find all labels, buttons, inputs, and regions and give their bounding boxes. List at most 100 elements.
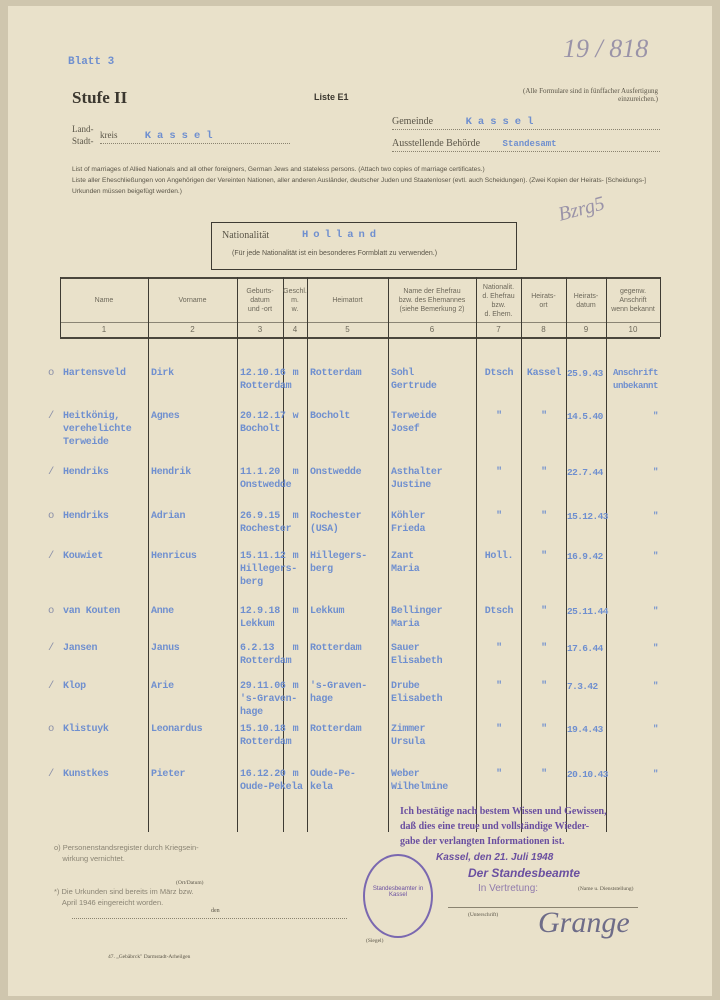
column-divider — [476, 277, 477, 832]
table-cell: Kassel — [526, 368, 562, 379]
row-mark: o — [48, 367, 55, 379]
table-cell: Bellinger Maria — [391, 606, 443, 630]
description: List of marriages of Allied Nationals an… — [72, 164, 668, 197]
description-german: Liste aller Eheschließungen von Angehöri… — [72, 177, 647, 195]
column-divider — [566, 277, 567, 832]
table-cell: Dtsch — [484, 368, 514, 379]
table-cell: m — [292, 769, 299, 780]
table-cell: Rotterdam — [310, 368, 362, 379]
table-cell: Kouwiet — [63, 551, 103, 562]
table-cell: " — [496, 724, 502, 735]
column-header-label: Name — [94, 297, 114, 304]
column-header-1: Name — [60, 281, 148, 320]
behoerde-label: Ausstellende Behörde — [392, 138, 481, 149]
table-cell: " — [541, 511, 547, 522]
table-cell: Hendriks — [63, 511, 109, 522]
table-cell: 29.11.06 's-Graven- hage — [240, 681, 298, 718]
table-cell: Anne — [151, 606, 174, 617]
printer-imprint: 47. „Gebäbrck" Darmstadt-Arheilgen — [108, 954, 191, 960]
column-divider — [388, 277, 389, 832]
gemeinde-label: Gemeinde — [392, 116, 434, 127]
table-cell: " — [652, 724, 658, 734]
table-cell: Terweide Josef — [391, 411, 437, 435]
stadt-label: Stadt- — [72, 136, 94, 146]
column-header-label: Vorname — [178, 297, 207, 304]
table-cell: Leonardus — [151, 724, 203, 735]
footnote-a: o) Personenstandsregister durch Kriegsei… — [54, 843, 199, 863]
table-cell: " — [652, 511, 658, 521]
table-cell: 15.10.18 Rotterdam — [240, 724, 292, 748]
table-cell: Rochester (USA) — [310, 511, 362, 535]
column-number: 8 — [541, 325, 546, 334]
table-cell: m — [292, 643, 299, 654]
column-header-label: Heirats- datum — [573, 292, 599, 309]
column-number: 3 — [257, 325, 263, 334]
den-label: den — [208, 908, 223, 914]
column-divider — [60, 277, 61, 337]
gemeinde-field: Gemeinde Kassel — [392, 116, 660, 130]
table-cell: Hartensveld — [63, 368, 126, 379]
table-cell: " — [496, 643, 502, 654]
table-cell: " — [496, 411, 502, 422]
row-mark: / — [48, 466, 55, 478]
column-header-8: Heirats- ort — [521, 281, 566, 320]
table-cell: Holl. — [484, 551, 514, 562]
name-label: (Name u. Dienststellung) — [578, 886, 634, 892]
table-cell: Zimmer Ursula — [391, 724, 426, 748]
kreis-label: kreis — [100, 130, 118, 140]
table-cell: " — [652, 411, 658, 421]
table-cell: " — [541, 551, 547, 562]
table-cell: m — [292, 511, 299, 522]
column-number: 1 — [101, 325, 107, 334]
table-cell: " — [652, 681, 658, 691]
column-number: 6 — [429, 325, 435, 334]
table-cell: Rotterdam — [310, 724, 362, 735]
column-header-2: Vorname — [148, 281, 237, 320]
table-cell: Köhler Frieda — [391, 511, 426, 535]
table-cell: 14.5.40 — [567, 411, 603, 422]
table-cell: Adrian — [151, 511, 186, 522]
table-cell: Henricus — [151, 551, 197, 562]
table-cell: 16.9.42 — [567, 551, 603, 562]
column-header-6: Name der Ehefrau bzw. des Ehemannes (sie… — [388, 281, 476, 320]
table-cell: " — [541, 411, 547, 422]
table-cell: " — [652, 769, 658, 779]
certification-text: Ich bestätige nach bestem Wissen und Gew… — [400, 806, 607, 847]
row-mark: / — [48, 642, 55, 654]
table-cell: 12.9.18 Lekkum — [240, 606, 280, 630]
column-number: 7 — [496, 325, 501, 334]
behoerde-value: Standesamt — [502, 139, 557, 149]
footnote-b: *) Die Urkunden sind bereits im März bzw… — [54, 887, 194, 907]
table-cell: Janus — [151, 643, 180, 654]
column-header-label: gegenw. Anschrift wenn bekannt — [611, 288, 655, 313]
row-mark: / — [48, 550, 55, 562]
table-cell: " — [541, 681, 547, 692]
document-page: Blatt 3 19 / 818 Stufe II Liste E1 (Alle… — [8, 6, 712, 996]
table-cell: Hillegers- berg — [310, 551, 368, 575]
footnotes: o) Personenstandsregister durch Kriegsei… — [54, 820, 199, 930]
table-cell: " — [496, 681, 502, 692]
column-header-5: Heimatort — [307, 281, 388, 320]
column-divider — [237, 277, 238, 832]
ort-datum-label: (Ort/Datum) — [176, 880, 204, 886]
table-cell: Asthalter Justine — [391, 467, 443, 491]
behoerde-field: Ausstellende Behörde Standesamt — [392, 138, 660, 152]
table-cell: 7.3.42 — [567, 681, 598, 692]
table-cell: m — [292, 724, 299, 735]
table-cell: 20.10.43 — [567, 769, 608, 780]
column-header-label: Geschl. m. w. — [283, 288, 307, 313]
column-divider — [606, 277, 607, 832]
row-mark: / — [48, 410, 55, 422]
table-cell: Drube Elisabeth — [391, 681, 443, 705]
table-cell: Arie — [151, 681, 174, 692]
table-cell: " — [541, 769, 547, 780]
signature: Grange — [538, 906, 630, 939]
table-cell: 22.7.44 — [567, 467, 603, 478]
table-cell: m — [292, 551, 299, 562]
table-cell: Hendrik — [151, 467, 191, 478]
table-cell: 's-Graven- hage — [310, 681, 368, 705]
nationality-box: Nationalität Holland (Für jede Nationali… — [211, 222, 517, 270]
table-cell: " — [496, 769, 502, 780]
column-header-label: Geburts- datum und -ort — [246, 288, 274, 313]
official-stamp: Standesbeamter in Kassel — [363, 854, 433, 938]
